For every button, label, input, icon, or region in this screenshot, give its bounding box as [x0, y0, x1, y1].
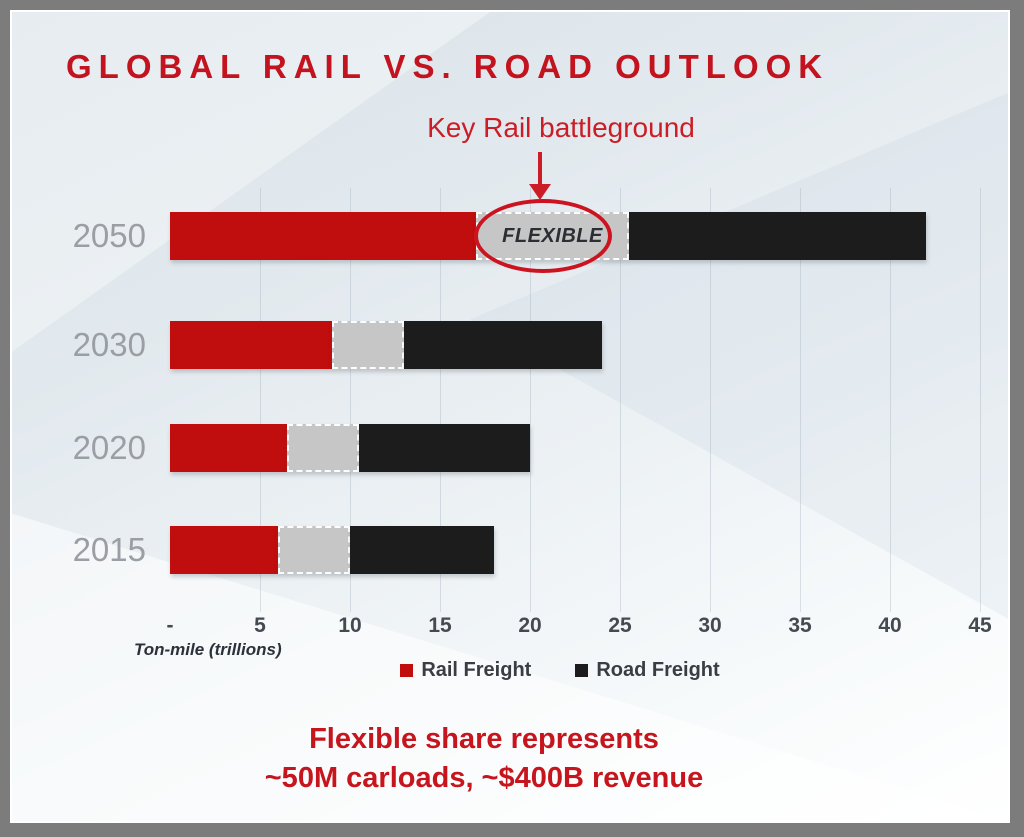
legend-item-rail-freight: Rail Freight	[400, 659, 531, 682]
bar-segment-road-freight	[404, 321, 602, 369]
slide: GLOBAL RAIL VS. ROAD OUTLOOK Key Rail ba…	[10, 10, 1010, 823]
bar-segment-flexible	[332, 321, 404, 369]
category-label: 2050	[72, 217, 146, 254]
annotation-label: Key Rail battleground	[427, 112, 695, 143]
bar-segment-road-freight	[629, 212, 926, 260]
legend-swatch-icon	[400, 664, 414, 677]
footnote-line-1: Flexible share represents	[309, 723, 659, 755]
down-arrow-icon	[529, 152, 551, 200]
gridline	[260, 188, 261, 612]
legend-swatch-icon	[575, 664, 589, 677]
bar-row-2030: 2030	[12, 321, 1008, 369]
x-axis-tick: 45	[968, 614, 992, 637]
gridline	[710, 188, 711, 612]
x-axis-tick: 5	[254, 614, 266, 637]
footnote: Flexible share represents ~50M carloads,…	[12, 720, 982, 798]
bar-row-2020: 2020	[12, 424, 1008, 472]
category-label: 2015	[72, 531, 146, 568]
bar-segment-flexible	[287, 424, 359, 472]
x-axis-tick: 15	[428, 614, 452, 637]
page-title: GLOBAL RAIL VS. ROAD OUTLOOK	[66, 48, 830, 85]
category-label: 2020	[72, 429, 146, 466]
legend-label: Road Freight	[596, 659, 720, 681]
bar-segment-rail-freight	[170, 424, 287, 472]
bar-segment-rail-freight	[170, 526, 278, 574]
x-axis-tick: 35	[788, 614, 812, 637]
footnote-line-2: ~50M carloads, ~$400B revenue	[264, 762, 704, 794]
gridline	[800, 188, 801, 612]
bar-segment-flexible: FLEXIBLE	[474, 199, 629, 273]
annotation-ellipse	[474, 199, 612, 273]
x-axis-tick: 40	[878, 614, 902, 637]
arrow-head	[529, 184, 551, 200]
category-label: 2030	[72, 326, 146, 363]
x-axis-tick: 20	[518, 614, 542, 637]
x-axis-tick: -	[166, 614, 174, 637]
bar-row-2015: 2015	[12, 526, 1008, 574]
gridline	[350, 188, 351, 612]
legend-label: Rail Freight	[421, 659, 532, 681]
gridline	[980, 188, 981, 612]
bar-chart: 2050 FLEXIBLE 2030 2020 2015 - 5 10 15 20 25 30 35 40…	[12, 12, 1008, 821]
x-axis-tick: 10	[338, 614, 362, 637]
x-axis-tick: 25	[608, 614, 632, 637]
chart-legend: Rail Freight Road Freight	[62, 659, 1008, 682]
legend-item-road-freight: Road Freight	[575, 659, 720, 682]
bar-row-2050: 2050 FLEXIBLE	[12, 199, 1008, 273]
x-axis-label: Ton-mile (trillions)	[134, 640, 282, 659]
bar-segment-rail-freight	[170, 321, 332, 369]
arrow-shaft	[538, 152, 542, 184]
bar-segment-rail-freight	[170, 212, 476, 260]
bar-segment-flexible	[278, 526, 350, 574]
gridline	[890, 188, 891, 612]
gridline	[530, 188, 531, 612]
bar-segment-road-freight	[359, 424, 530, 472]
gridline	[620, 188, 621, 612]
bar-segment-road-freight	[350, 526, 494, 574]
gridline	[440, 188, 441, 612]
flexible-segment-label: FLEXIBLE	[502, 224, 603, 247]
x-axis-tick: 30	[698, 614, 722, 637]
